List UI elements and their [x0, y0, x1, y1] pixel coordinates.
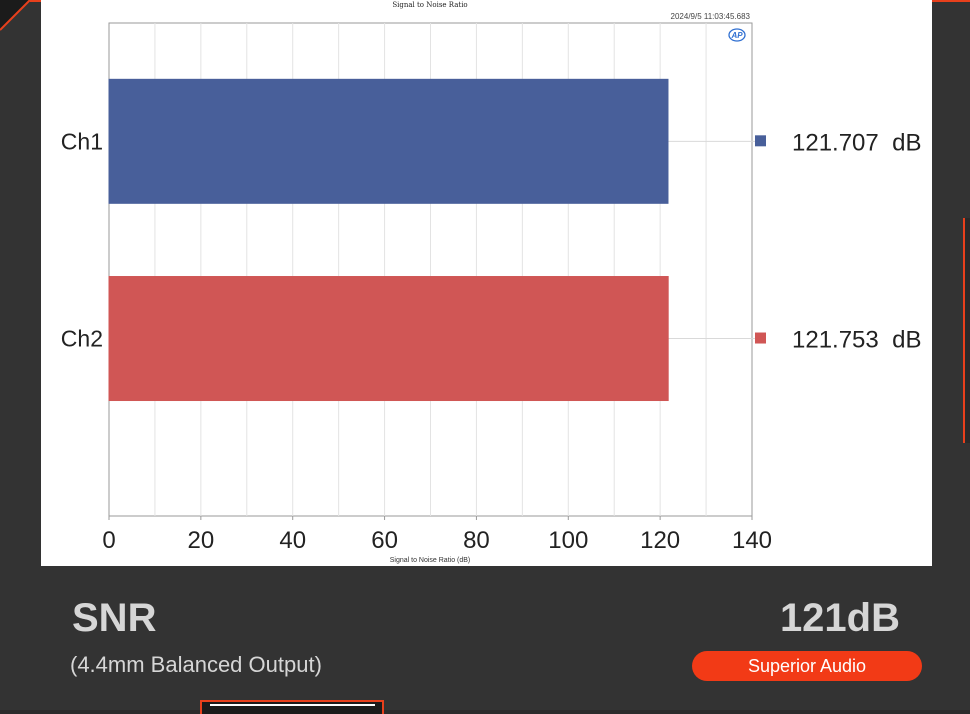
- ap-logo-icon: AP: [728, 28, 746, 42]
- x-tick-label: 60: [371, 527, 398, 554]
- category-label: Ch2: [61, 326, 103, 352]
- frame-bottom-tab-line: [210, 704, 375, 714]
- x-tick-label: 120: [640, 527, 680, 554]
- chart-panel: Signal to Noise Ratio 2024/9/5 11:03:45.…: [41, 0, 932, 566]
- frame-corner-accent: [0, 0, 31, 31]
- chart-title: Signal to Noise Ratio: [392, 1, 467, 9]
- legend-swatch: [755, 135, 766, 147]
- legend: 121.707 dB 121.753 dB: [755, 129, 921, 354]
- quality-badge: Superior Audio: [692, 651, 922, 681]
- bar-group: [108, 78, 766, 402]
- x-tick-label: 20: [188, 527, 215, 554]
- x-tick-label: 140: [732, 527, 772, 554]
- metric-name: SNR: [72, 596, 157, 640]
- x-tick-labels: 0 20 40 60 80 100 120 140: [102, 516, 772, 554]
- snr-bar-chart: Signal to Noise Ratio 2024/9/5 11:03:45.…: [61, 1, 922, 564]
- category-label: Ch1: [61, 128, 103, 154]
- x-tick-label: 80: [463, 527, 490, 554]
- legend-label: 121.753 dB: [792, 327, 921, 354]
- metric-value: 121dB: [779, 596, 900, 640]
- bar-ch2: [108, 276, 669, 402]
- category-labels: Ch1 Ch2: [61, 128, 103, 351]
- bar-ch1: [108, 78, 669, 204]
- metric-condition: (4.4mm Balanced Output): [70, 652, 322, 677]
- legend-swatch: [755, 332, 766, 344]
- x-axis-label: Signal to Noise Ratio (dB): [390, 557, 471, 564]
- chart-timestamp: 2024/9/5 11:03:45.683: [671, 12, 751, 21]
- x-tick-label: 100: [548, 527, 588, 554]
- frame-side-accent: [963, 218, 970, 443]
- x-tick-label: 0: [102, 527, 115, 554]
- legend-label: 121.707 dB: [792, 129, 921, 156]
- x-tick-label: 40: [279, 527, 306, 554]
- ap-logo-text: AP: [730, 31, 743, 40]
